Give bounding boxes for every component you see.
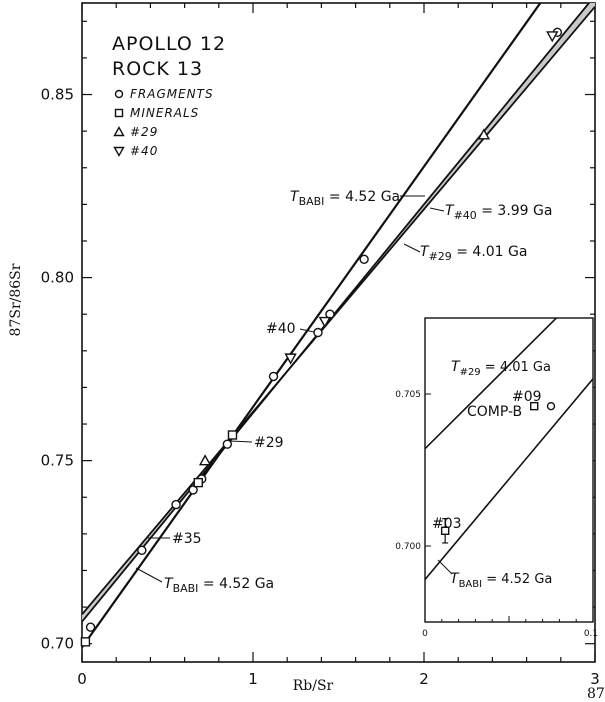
inset-point-comp-b	[530, 401, 539, 411]
point-n40	[284, 353, 297, 365]
leader-line	[429, 207, 445, 212]
point-fragments	[222, 439, 233, 449]
point-fragments	[137, 545, 147, 556]
y-tick-label: 0.85	[41, 86, 74, 104]
inset-plot: 0.700 0.705 0 0.1 T#29 = 4.01 Ga TBABI = 4.52…	[395, 317, 598, 639]
inset-label-comp-b: COMP-B	[467, 404, 522, 420]
x-tick-label: 2	[419, 670, 429, 688]
legend-symbol-fragments	[114, 89, 124, 99]
point-n29	[477, 128, 491, 140]
annotation-n29: #29	[254, 435, 284, 451]
plot-frame	[81, 2, 596, 663]
inset-x-tick-label: 0.1	[584, 629, 598, 639]
inset-label-n09: #09	[512, 389, 542, 405]
inset-point-n09	[546, 401, 556, 411]
data-points	[80, 27, 563, 647]
point-fragments	[268, 371, 279, 382]
point-fragments	[359, 254, 369, 264]
point-fragments	[171, 499, 181, 510]
x-tick-label: 1	[248, 670, 258, 688]
legend-label-fragments: FRAGMENTS	[130, 87, 214, 101]
point-n40	[546, 31, 559, 43]
point-fragments	[85, 622, 96, 632]
annotation-n40: #40	[266, 321, 296, 337]
inset-isochron-label-n29: T#29 = 4.01 Ga	[451, 359, 551, 378]
leader-line	[299, 328, 315, 333]
x-tick-label: 3	[590, 670, 600, 688]
isochron-label-babi: TBABI = 4.52 Ga	[290, 189, 400, 208]
x-tick-label: 0	[77, 670, 87, 688]
legend-symbol-n29	[113, 126, 125, 137]
inset-isochron-n29	[425, 318, 558, 450]
isochron-line-n29	[82, 6, 595, 615]
leader-line	[135, 567, 163, 583]
inset-isochron-label-babi: TBABI = 4.52 Ga	[450, 571, 552, 590]
point-minerals	[227, 430, 238, 440]
point-fragments	[313, 327, 323, 338]
axes-group: 0 1 2 3 0.70 0.75 0.80 0.85 Rb/Sr 87Rb 87Sr/86Sr	[8, 2, 605, 702]
isochron-label-n29: T#29 = 4.01 Ga	[420, 244, 527, 263]
point-n40	[318, 316, 332, 328]
inset-y-tick-label: 0.705	[395, 390, 421, 400]
chart-title-line: APOLLO 12	[112, 33, 226, 55]
y-tick-label: 0.80	[41, 269, 74, 287]
legend-label-minerals: MINERALS	[130, 106, 199, 120]
isochron-line-babi	[82, 3, 542, 648]
inset-frame	[424, 317, 594, 623]
chart-title-line: ROCK 13	[112, 58, 203, 80]
legend-symbol-minerals	[114, 108, 124, 118]
isochron-lines	[82, 3, 595, 648]
point-fragments	[188, 485, 198, 495]
isochron-label-n40: T#40 = 3.99 Ga	[445, 203, 552, 222]
leader-line	[229, 440, 253, 443]
leader-line	[403, 243, 421, 253]
y-axis-label: 87Sr/86Sr	[8, 263, 24, 336]
point-n29	[198, 454, 212, 466]
isochron-label-babi-lower: TBABI = 4.52 Ga	[164, 576, 274, 595]
legend-label-n29: #29	[130, 125, 158, 139]
point-minerals	[193, 477, 203, 488]
legend: APOLLO 12 ROCK 13 FRAGMENTS MINERALS #29 #40	[112, 33, 226, 158]
leader-line	[437, 559, 453, 575]
y-tick-label: 0.75	[41, 452, 74, 470]
isochron-line-n40	[82, 3, 591, 623]
inset-point-n03	[440, 526, 450, 535]
inset-x-tick-label: 0	[422, 629, 428, 639]
inset-isochron-babi	[425, 378, 593, 580]
x-axis-label-right: 87Rb	[587, 686, 605, 702]
annotation-n35: #35	[172, 531, 202, 547]
annotation-labels: TBABI = 4.52 Ga T#40 = 3.99 Ga T#29 = 4.01…	[135, 189, 552, 595]
inset-label-n03: #03	[432, 516, 462, 532]
y-tick-label: 0.70	[41, 635, 74, 653]
legend-symbol-n40	[113, 146, 125, 157]
point-minerals	[80, 637, 91, 647]
inset-y-tick-label: 0.700	[395, 542, 421, 552]
x-axis-label: Rb/Sr	[293, 678, 334, 694]
legend-label-n40: #40	[130, 144, 158, 158]
